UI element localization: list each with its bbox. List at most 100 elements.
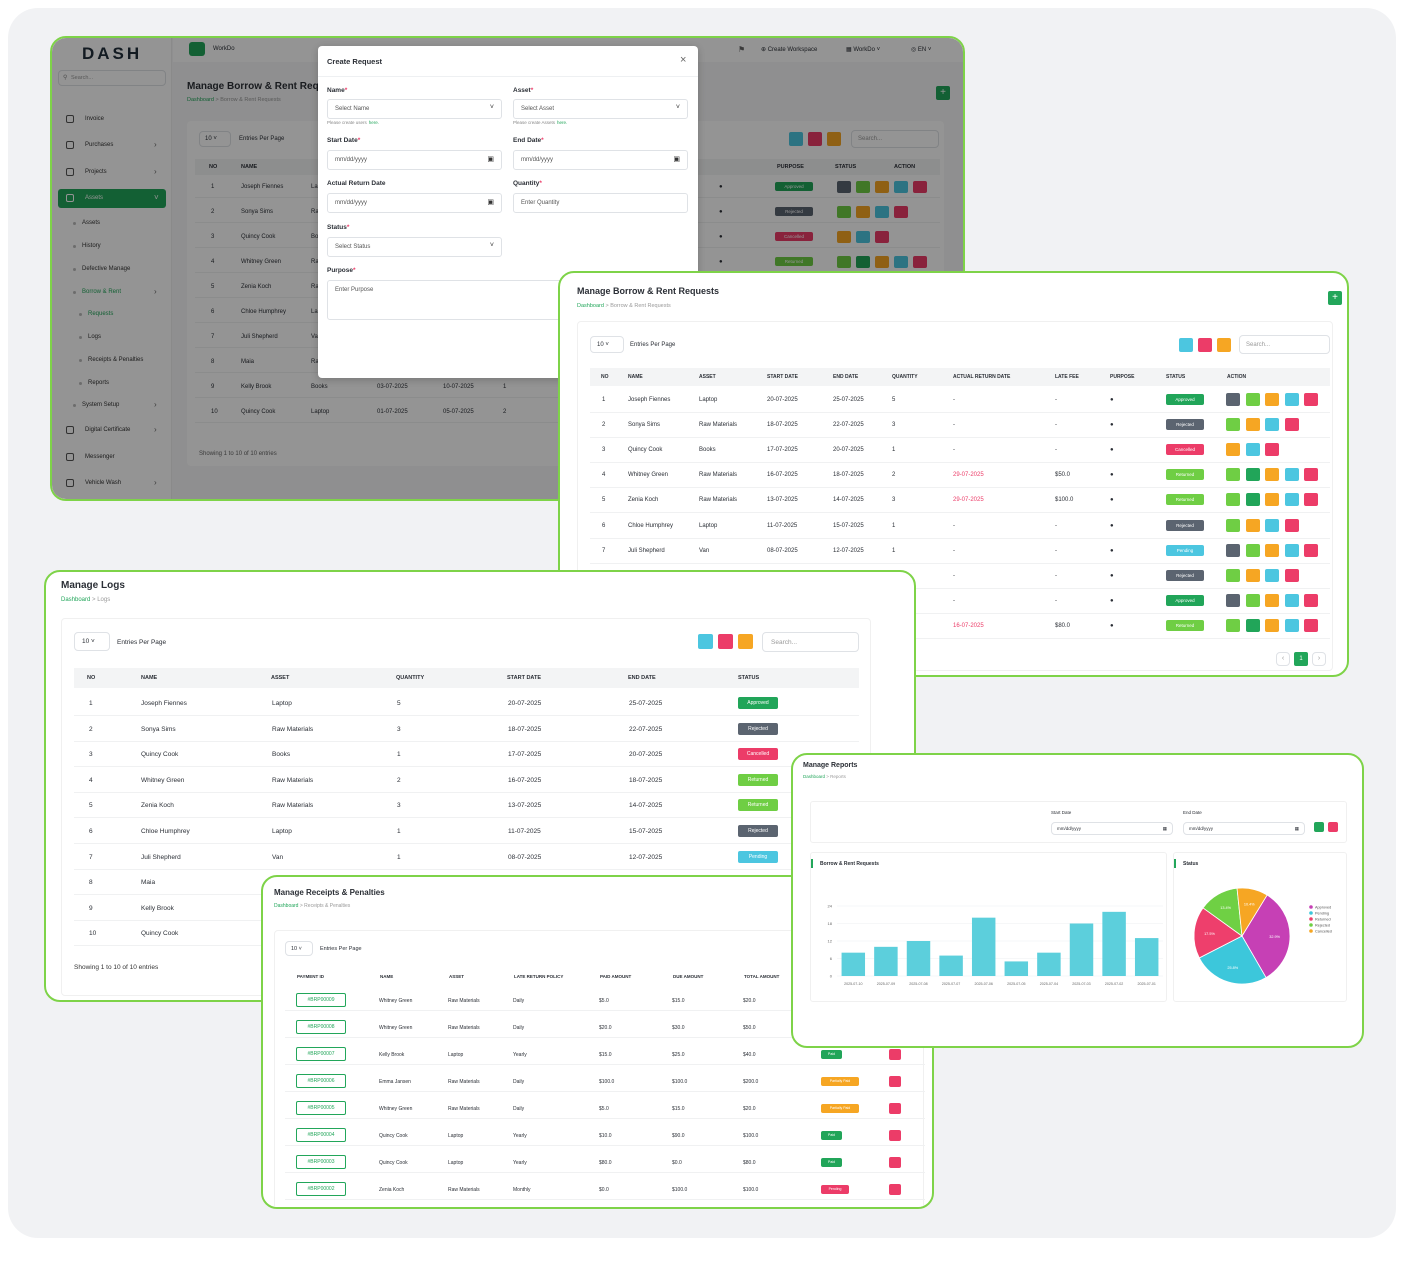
- requests-add-button[interactable]: +: [1328, 291, 1342, 305]
- sidebar-item-assets[interactable]: Assets ˅: [58, 189, 166, 208]
- delete-icon[interactable]: [889, 1130, 901, 1141]
- return-icon[interactable]: [856, 181, 870, 193]
- view-icon[interactable]: [1265, 593, 1279, 607]
- return-icon[interactable]: [1226, 518, 1240, 532]
- requests-per-page-select[interactable]: 10 ˅: [590, 336, 624, 353]
- status-select[interactable]: Select Status ˅: [327, 237, 502, 257]
- sidebar-search-input[interactable]: ⚲ Search...: [58, 70, 166, 86]
- receipt-icon[interactable]: [1245, 618, 1260, 632]
- view-icon[interactable]: [1265, 493, 1279, 507]
- start-date-input[interactable]: mm/dd/yyyy ▣: [327, 150, 502, 170]
- sidebar-item-messenger[interactable]: Messenger: [58, 448, 166, 467]
- asset-select[interactable]: Select Asset ˅: [513, 99, 688, 119]
- delete-icon[interactable]: [1304, 493, 1318, 507]
- sidebar-item-borrow-rent[interactable]: Borrow & Rent ›: [58, 283, 166, 302]
- view-icon[interactable]: [875, 181, 889, 193]
- per-page-select[interactable]: 10 ˅: [199, 131, 231, 147]
- sidebar-item-logs[interactable]: Logs: [58, 328, 166, 347]
- add-button[interactable]: +: [936, 86, 950, 100]
- sidebar-item-digital-certificate[interactable]: Digital Certificate ›: [58, 421, 166, 440]
- edit-icon[interactable]: [856, 231, 870, 243]
- payment-id-button[interactable]: #BRP00006: [296, 1074, 346, 1088]
- edit-icon[interactable]: [1265, 568, 1279, 582]
- edit-icon[interactable]: [1284, 543, 1299, 557]
- name-select[interactable]: Select Name ˅: [327, 99, 502, 119]
- view-icon[interactable]: [1265, 543, 1279, 557]
- sidebar-item-assets[interactable]: Assets: [58, 214, 166, 233]
- close-icon[interactable]: ×: [680, 54, 687, 66]
- delete-icon[interactable]: [889, 1103, 901, 1114]
- edit-icon[interactable]: [1265, 418, 1279, 432]
- create-assets-link[interactable]: here.: [557, 120, 568, 125]
- logs-breadcrumb-home[interactable]: Dashboard: [61, 597, 91, 603]
- start-icon[interactable]: [1226, 543, 1240, 557]
- return-icon[interactable]: [1226, 493, 1240, 507]
- sidebar-item-purchases[interactable]: Purchases ›: [58, 136, 166, 155]
- view-icon[interactable]: [1245, 568, 1260, 582]
- delete-icon[interactable]: [1304, 468, 1318, 482]
- receipts-per-page-select[interactable]: 10 ˅: [285, 941, 313, 956]
- sidebar-item-invoice[interactable]: Invoice: [58, 110, 166, 129]
- requests-search-input[interactable]: Search...: [1239, 335, 1330, 354]
- delete-icon[interactable]: [1304, 393, 1318, 406]
- return-icon[interactable]: [1245, 543, 1260, 557]
- receipts-breadcrumb-home[interactable]: Dashboard: [274, 903, 299, 909]
- sidebar-item-requests[interactable]: Requests: [58, 305, 166, 324]
- reports-breadcrumb-home[interactable]: Dashboard: [803, 774, 826, 779]
- view-icon[interactable]: [1245, 518, 1260, 532]
- logs-export-button[interactable]: [698, 634, 713, 649]
- end-date-input[interactable]: mm/dd/yyyy ▣: [513, 150, 688, 170]
- sidebar-item-history[interactable]: History: [58, 237, 166, 256]
- logs-search-input[interactable]: Search...: [762, 632, 859, 652]
- table-search-input[interactable]: Search...: [851, 130, 939, 148]
- bell-icon[interactable]: ⚑: [738, 45, 746, 54]
- export-button[interactable]: [789, 132, 803, 146]
- start-icon[interactable]: [1226, 393, 1240, 406]
- return-icon[interactable]: [1245, 593, 1260, 607]
- report-reset-button[interactable]: [1328, 822, 1338, 832]
- payment-id-button[interactable]: #BRP00007: [296, 1047, 346, 1061]
- delete-icon[interactable]: [1265, 443, 1279, 457]
- pagination-prev[interactable]: ‹: [1276, 652, 1290, 666]
- create-users-link[interactable]: here.: [368, 120, 380, 125]
- view-icon[interactable]: [1265, 618, 1279, 632]
- requests-reset-button[interactable]: [1217, 338, 1231, 352]
- edit-icon[interactable]: [1284, 618, 1299, 632]
- edit-icon[interactable]: [1284, 593, 1299, 607]
- delete-icon[interactable]: [889, 1049, 901, 1060]
- return-icon[interactable]: [1226, 618, 1240, 632]
- requests-breadcrumb-home[interactable]: Dashboard: [577, 303, 604, 309]
- delete-icon[interactable]: [889, 1076, 901, 1087]
- edit-icon[interactable]: [875, 206, 889, 218]
- edit-icon[interactable]: [1284, 493, 1299, 507]
- sidebar-item-defective-manage[interactable]: Defective Manage: [58, 260, 166, 279]
- quantity-input[interactable]: Enter Quantity: [513, 193, 688, 213]
- sidebar-item-system-setup[interactable]: System Setup ›: [58, 396, 166, 415]
- receipt-icon[interactable]: [1245, 468, 1260, 482]
- report-start-date-input[interactable]: mm/dd/yyyy ▦: [1051, 822, 1173, 835]
- return-icon[interactable]: [1226, 468, 1240, 482]
- edit-icon[interactable]: [1245, 443, 1260, 457]
- view-icon[interactable]: [1245, 418, 1260, 432]
- delete-icon[interactable]: [1304, 543, 1318, 557]
- view-icon[interactable]: [875, 256, 889, 268]
- requests-refresh-button[interactable]: [1198, 338, 1212, 352]
- edit-icon[interactable]: [1284, 468, 1299, 482]
- reset-button[interactable]: [827, 132, 841, 146]
- delete-icon[interactable]: [1284, 418, 1299, 432]
- edit-icon[interactable]: [894, 256, 908, 268]
- logs-refresh-button[interactable]: [718, 634, 733, 649]
- workspace-dropdown[interactable]: ▦ WorkDo ˅: [846, 47, 881, 53]
- edit-icon[interactable]: [1265, 518, 1279, 532]
- delete-icon[interactable]: [894, 206, 908, 218]
- edit-icon[interactable]: [1284, 393, 1299, 406]
- payment-id-button[interactable]: #BRP00003: [296, 1155, 346, 1169]
- return-icon[interactable]: [1226, 568, 1240, 582]
- start-icon[interactable]: [837, 181, 851, 193]
- report-search-button[interactable]: [1314, 822, 1324, 832]
- logs-per-page-select[interactable]: 10 ˅: [74, 632, 110, 651]
- delete-icon[interactable]: [1284, 518, 1299, 532]
- payment-id-button[interactable]: #BRP00008: [296, 1020, 346, 1034]
- logs-reset-button[interactable]: [738, 634, 753, 649]
- sidebar-item-projects[interactable]: Projects ›: [58, 163, 166, 182]
